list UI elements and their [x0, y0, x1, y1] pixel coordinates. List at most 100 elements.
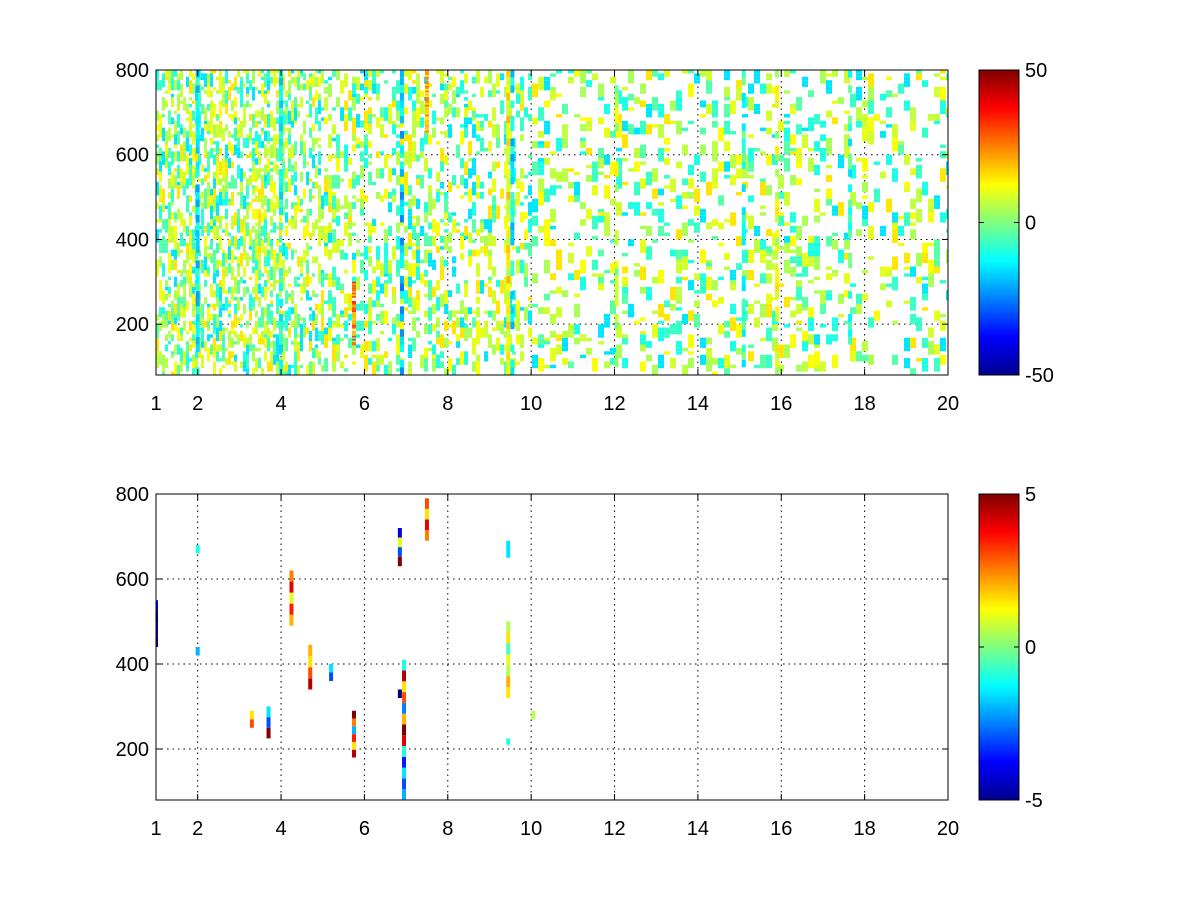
heatmap-cell [267, 239, 270, 243]
heatmap-cell [177, 283, 180, 287]
heatmap-cell [344, 269, 348, 274]
heatmap-cell [348, 225, 352, 230]
heatmap-cell [500, 110, 504, 115]
heatmap-cell [168, 83, 171, 87]
heatmap-cell [492, 205, 496, 209]
heatmap-cell [300, 73, 303, 77]
heatmap-cell [340, 364, 344, 369]
heatmap-cell [428, 249, 432, 253]
heatmap-cell [532, 273, 538, 277]
heatmap-cell [476, 120, 480, 125]
heatmap-cell [472, 310, 476, 314]
heatmap-cell [168, 239, 171, 243]
heatmap-cell [234, 283, 237, 287]
heatmap-cell [328, 117, 332, 121]
heatmap-cell [408, 344, 412, 348]
heatmap-cell [243, 236, 246, 240]
heatmap-cell [177, 124, 180, 128]
heatmap-cell [186, 361, 189, 365]
heatmap-cell [368, 327, 372, 331]
heatmap-cell [460, 124, 464, 128]
heatmap-cell [336, 222, 340, 226]
heatmap-cell [261, 314, 264, 318]
heatmap-cell [344, 334, 348, 338]
heatmap-cell [538, 368, 544, 372]
heatmap-cell [255, 212, 258, 216]
heatmap-cell [318, 103, 321, 108]
heatmap-cell [300, 70, 303, 74]
heatmap-cell [246, 208, 249, 213]
heatmap-cell [532, 341, 538, 345]
heatmap-cell [192, 290, 195, 294]
heatmap-cell [216, 290, 219, 294]
heatmap-cell [396, 263, 400, 267]
heatmap-cell [300, 103, 303, 108]
heatmap-cell [303, 276, 306, 281]
heatmap-cell [204, 205, 207, 209]
heatmap-cell [222, 188, 225, 192]
heatmap-cell [165, 344, 168, 348]
heatmap-cell [189, 324, 192, 328]
heatmap-cell [416, 198, 420, 203]
heatmap-cell [210, 212, 213, 216]
heatmap-cell [348, 161, 352, 165]
heatmap-cell [392, 293, 396, 298]
heatmap-cell [291, 181, 294, 186]
heatmap-cell [231, 290, 234, 294]
heatmap-cell [364, 341, 368, 345]
heatmap-cell [261, 219, 264, 223]
heatmap-cell [216, 195, 219, 199]
heatmap-cell [303, 259, 306, 264]
heatmap-cell [384, 368, 388, 372]
heatmap-cell [216, 236, 219, 240]
heatmap-cell [464, 90, 468, 94]
heatmap-cell [303, 232, 306, 237]
heatmap-cell [328, 114, 332, 118]
heatmap-cell [352, 100, 356, 104]
heatmap-cell [270, 208, 273, 213]
heatmap-cell [324, 175, 328, 179]
heatmap-cell [538, 334, 544, 338]
heatmap-cell [520, 215, 524, 220]
heatmap-cell [496, 161, 500, 165]
heatmap-cell [360, 168, 364, 172]
heatmap-cell [219, 320, 222, 325]
heatmap-cell [264, 297, 267, 301]
heatmap-cell [195, 253, 198, 257]
heatmap-cell [285, 249, 288, 253]
heatmap-cell [234, 219, 237, 223]
heatmap-cell [156, 354, 159, 359]
heatmap-cell [177, 175, 180, 179]
heatmap-cell [516, 314, 520, 318]
heatmap-cell [219, 134, 222, 138]
heatmap-cell [452, 327, 456, 331]
heatmap-cell [261, 242, 264, 247]
heatmap-cell [225, 307, 228, 311]
heatmap-cell [219, 347, 222, 352]
heatmap-cell [213, 314, 216, 318]
heatmap-cell [300, 83, 303, 87]
heatmap-cell [472, 168, 476, 172]
heatmap-cell [532, 215, 538, 220]
heatmap-cell [328, 290, 332, 294]
heatmap-cell [428, 225, 432, 230]
heatmap-cell [408, 310, 412, 314]
heatmap-cell [404, 280, 408, 284]
heatmap-cell [192, 181, 195, 186]
heatmap-cell [520, 76, 524, 81]
heatmap-cell [416, 158, 420, 162]
heatmap-cell [213, 280, 216, 284]
heatmap-cell [492, 310, 496, 314]
heatmap-cell [183, 283, 186, 287]
heatmap-cell [261, 215, 264, 220]
heatmap-cell [177, 208, 180, 213]
heatmap-cell [368, 317, 372, 321]
heatmap-cell [444, 83, 448, 87]
heatmap-cell [171, 215, 174, 220]
heatmap-cell [216, 154, 219, 159]
heatmap-cell [500, 320, 504, 325]
heatmap-cell [171, 320, 174, 325]
heatmap-cell [416, 300, 420, 304]
heatmap-cell [210, 239, 213, 243]
heatmap-cell [404, 151, 408, 155]
